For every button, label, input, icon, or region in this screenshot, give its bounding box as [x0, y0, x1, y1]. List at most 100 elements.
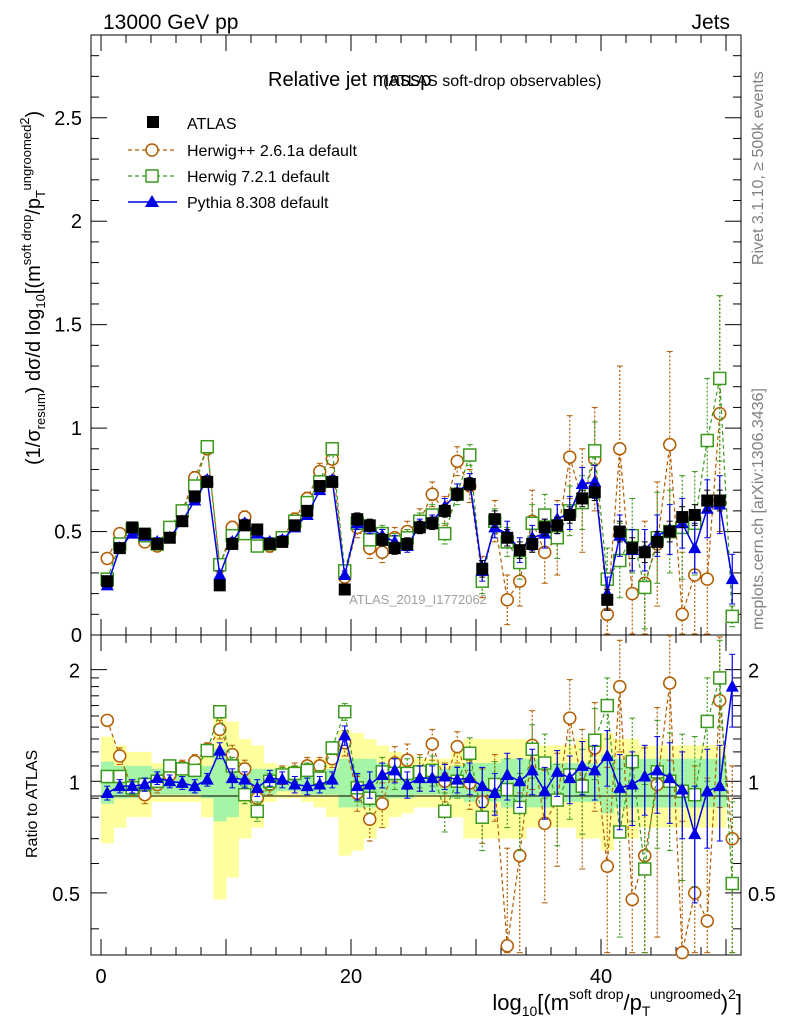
data-point-triangle [213, 743, 227, 756]
data-point-square [513, 544, 526, 557]
plot-subtitle: (ATLAS soft-drop observables) [383, 73, 601, 90]
data-point-triangle [163, 774, 177, 787]
data-point-square [101, 575, 114, 588]
data-point-square [138, 527, 151, 540]
data-point-open-square [188, 763, 202, 778]
data-point-open-square [588, 444, 602, 458]
data-point-triangle [588, 474, 602, 487]
ratio-band-inner [213, 749, 227, 822]
data-point-open-square [188, 479, 202, 493]
data-point-triangle [538, 784, 552, 797]
data-point-triangle [425, 771, 439, 784]
data-point-circle [500, 593, 514, 607]
legend-pythia-marker [145, 195, 159, 207]
data-point-open-square [200, 743, 214, 758]
data-point-triangle [675, 782, 689, 795]
data-point-triangle [250, 780, 264, 793]
data-point-square [551, 519, 564, 532]
x-tick-label: 0 [95, 966, 106, 988]
data-point-open-square [713, 371, 727, 386]
data-point-square [638, 546, 651, 559]
data-point-triangle [600, 748, 614, 761]
data-point-open-square [363, 533, 377, 547]
main-y-tick-label: 2.5 [54, 108, 82, 130]
data-point-square [151, 537, 164, 550]
plot-title: Relative jet massρ [268, 69, 432, 91]
data-point-circle [425, 487, 439, 502]
data-point-circle [700, 572, 714, 586]
data-point-triangle [688, 827, 702, 840]
data-point-triangle [400, 777, 414, 790]
data-point-circle [613, 679, 627, 694]
x-axis-label: log10[(msoft drop/pTungroomed)2] [492, 986, 742, 1019]
legend-herwig7-label: Herwig 7.2.1 default [187, 169, 330, 186]
data-point-circle [613, 442, 627, 456]
data-point-square [476, 562, 489, 575]
data-point-triangle [125, 779, 139, 792]
data-point-square [451, 488, 464, 501]
data-point-open-square [213, 704, 227, 719]
data-point-triangle [225, 771, 239, 784]
data-point-circle [563, 450, 577, 464]
legend-herwigpp-marker [145, 143, 159, 157]
data-point-circle [450, 739, 464, 754]
data-point-open-square [600, 698, 614, 713]
data-point-triangle [113, 779, 127, 792]
data-point-circle [638, 848, 652, 863]
data-point-circle [500, 939, 514, 953]
data-point-triangle [725, 572, 739, 585]
ratio-y-tick-label: 0.5 [52, 884, 80, 906]
data-point-triangle [725, 679, 739, 692]
data-point-triangle [700, 784, 714, 797]
data-point-square [688, 509, 701, 521]
data-point-square [588, 486, 601, 499]
data-point-triangle [625, 777, 639, 790]
main-y-tick-label: 0 [71, 625, 82, 647]
data-point-triangle [413, 771, 427, 784]
data-point-open-square [250, 804, 264, 819]
data-point-circle [513, 574, 527, 588]
ratio-y-axis-label: Ratio to ATLAS [24, 750, 41, 858]
analysis-watermark: ATLAS_2019_I1772062 [349, 592, 487, 607]
data-point-triangle [588, 763, 602, 776]
data-point-circle [375, 545, 389, 559]
data-point-open-square [638, 862, 652, 876]
data-point-square [601, 593, 614, 606]
data-point-open-square [200, 439, 214, 454]
data-point-triangle [263, 771, 277, 784]
data-point-triangle [288, 777, 302, 790]
data-point-triangle [350, 779, 364, 792]
data-point-square [363, 519, 376, 532]
legend-atlas-marker [147, 116, 159, 128]
data-point-square [126, 521, 139, 534]
data-point-triangle [525, 763, 539, 776]
x-tick-label: 20 [340, 966, 362, 988]
ratio-y-tick-label-right: 2 [748, 661, 759, 683]
header-energy: 13000 GeV pp [103, 11, 238, 34]
data-point-triangle [300, 779, 314, 792]
data-point-triangle [275, 772, 289, 785]
data-point-open-square [438, 804, 452, 819]
data-point-triangle [488, 785, 502, 798]
data-point-square [576, 492, 589, 505]
data-point-square [238, 519, 251, 532]
data-point-open-square [238, 787, 252, 802]
data-point-triangle [438, 769, 452, 782]
data-point-square [663, 525, 676, 538]
data-point-triangle [338, 568, 352, 580]
data-point-triangle [363, 777, 377, 790]
ratio-y-tick-label: 2 [69, 661, 80, 683]
data-point-square [701, 494, 714, 507]
data-point-circle [100, 551, 114, 566]
data-point-circle [600, 859, 614, 873]
x-tick-label: 40 [590, 966, 612, 988]
data-point-square [188, 490, 201, 503]
data-point-open-square [725, 609, 739, 624]
data-point-circle [625, 586, 639, 601]
data-point-circle [700, 914, 714, 928]
data-point-square [276, 535, 289, 548]
data-point-square [676, 511, 689, 524]
data-point-square [613, 525, 626, 538]
data-point-triangle [450, 772, 464, 785]
ratio-y-tick-label-right: 1 [748, 772, 759, 794]
